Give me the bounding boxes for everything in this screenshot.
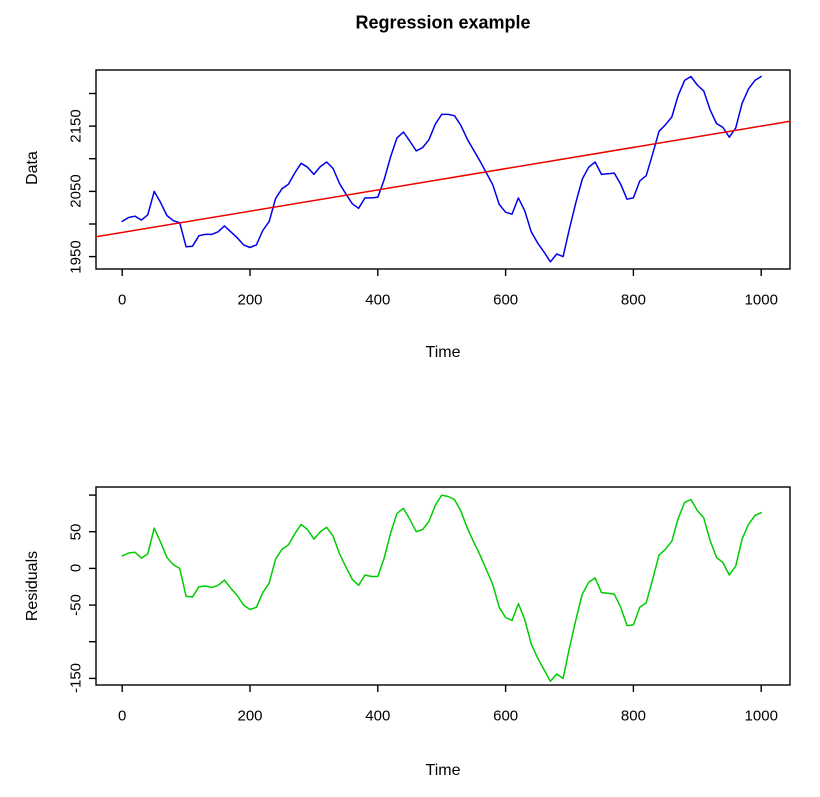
bottom-plot xyxy=(89,486,791,692)
top-x-tick-label: 600 xyxy=(493,291,519,309)
residuals-line xyxy=(121,494,762,683)
top-x-tick-label: 1000 xyxy=(744,291,778,309)
top-x-tick-label: 200 xyxy=(237,291,263,309)
top-y-tick-label: 2050 xyxy=(67,174,85,209)
bottom-x-tick-label: 800 xyxy=(620,707,646,725)
top-y-tick-label: 1950 xyxy=(67,239,85,274)
top-x-axis-label: Time xyxy=(425,344,461,361)
bottom-x-axis-label: Time xyxy=(425,762,461,779)
bottom-x-tick-label: 600 xyxy=(493,707,519,725)
bottom-x-tick-label: 0 xyxy=(118,707,127,725)
data-series-line xyxy=(121,75,762,263)
bottom-y-tick-label: -50 xyxy=(67,594,85,616)
top-x-tick-label: 400 xyxy=(365,291,391,309)
top-y-tick-label: 2150 xyxy=(67,109,85,143)
top-plot-border xyxy=(95,69,791,270)
top-x-tick-label: 800 xyxy=(620,291,646,309)
bottom-y-tick-label: 50 xyxy=(67,523,85,541)
bottom-plot-border xyxy=(95,486,791,686)
top-y-axis-label: Data xyxy=(24,151,41,185)
regression-line xyxy=(95,120,791,238)
bottom-x-tick-label: 200 xyxy=(237,707,263,725)
bottom-y-tick-label: 0 xyxy=(67,564,85,573)
top-x-tick-label: 0 xyxy=(118,291,127,309)
bottom-x-tick-label: 1000 xyxy=(744,707,778,725)
bottom-y-tick-label: -150 xyxy=(67,663,85,694)
bottom-y-axis-label: Residuals xyxy=(24,550,41,622)
chart-title: Regression example xyxy=(355,12,531,33)
top-plot xyxy=(89,69,791,276)
bottom-x-tick-label: 400 xyxy=(365,707,391,725)
